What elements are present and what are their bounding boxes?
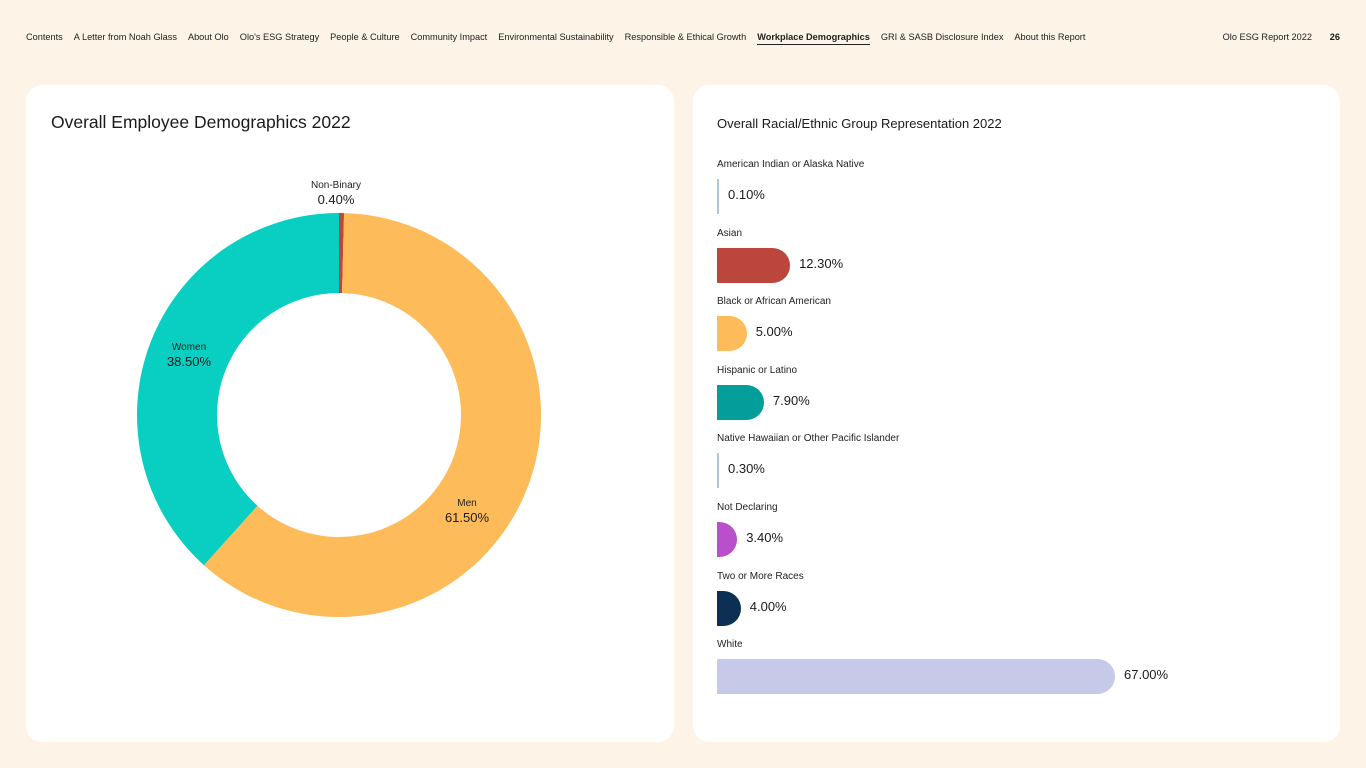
bar: [717, 453, 719, 489]
bar-label: Hispanic or Latino: [717, 364, 798, 376]
nav-item-about-this-report[interactable]: About this Report: [1014, 32, 1086, 42]
donut-label-value: 38.50%: [166, 354, 212, 369]
bar-value-label: 7.90%: [772, 392, 810, 408]
donut-slice-men: [203, 213, 542, 617]
donut-label-name: Men: [457, 498, 477, 509]
bar-row-hispanic-or-latino: Hispanic or Latino 7.90%: [717, 364, 1317, 426]
bar-label: Two or More Races: [717, 570, 804, 582]
donut-label-value: 0.40%: [317, 192, 355, 207]
page-number: 26: [1329, 32, 1340, 42]
bar-label: Native Hawaiian or Other Pacific Islande…: [717, 433, 900, 445]
bar: [717, 522, 738, 557]
donut-slice-women: [137, 213, 339, 566]
nav-item-community-impact[interactable]: Community Impact: [410, 32, 488, 42]
donut-label-non-binary: Non-Binary 0.40%: [311, 179, 361, 208]
bar-label: Asian: [717, 227, 743, 239]
bar-row-black-or-african-american: Black or African American 5.00%: [717, 295, 1317, 357]
bar: [717, 316, 747, 352]
nav-item-contents[interactable]: Contents: [26, 32, 63, 42]
donut-chart-title: Overall Employee Demographics 2022: [51, 112, 351, 132]
nav-item-responsible-ethical-growth[interactable]: Responsible & Ethical Growth: [624, 32, 747, 42]
nav-item-gri-sasb-disclosure-index[interactable]: GRI & SASB Disclosure Index: [880, 32, 1004, 42]
employee-demographics-card: Overall Employee Demographics 2022 Non-B…: [26, 85, 674, 742]
nav-item-workplace-demographics[interactable]: Workplace Demographics: [757, 31, 870, 45]
nav-item-environmental-sustainability[interactable]: Environmental Sustainability: [498, 32, 614, 42]
bar-row-asian: Asian 12.30%: [717, 227, 1317, 289]
donut-label-women: Women 38.50%: [167, 341, 211, 370]
donut-label-value: 61.50%: [444, 510, 490, 525]
bar-value-label: 12.30%: [799, 255, 844, 271]
bar-value-label: 67.00%: [1124, 667, 1169, 683]
racial-ethnic-representation-card: Overall Racial/Ethnic Group Representati…: [693, 85, 1340, 742]
bar-label: White: [717, 639, 743, 651]
bar: [717, 590, 741, 626]
nav-item-olo-s-esg-strategy[interactable]: Olo's ESG Strategy: [239, 32, 320, 42]
bar-row-not-declaring: Not Declaring 3.40%: [717, 501, 1317, 563]
donut-label-men: Men 61.50%: [445, 497, 489, 526]
bar-value-label: 0.10%: [728, 187, 765, 202]
bar-value-label: 4.00%: [749, 598, 787, 614]
nav-item-about-olo[interactable]: About Olo: [187, 32, 229, 42]
bar-value-label: 0.30%: [728, 461, 765, 477]
top-navigation: Contents A Letter from Noah Glass About Ol…: [0, 0, 1366, 74]
bar-row-american-indian-or-alaska-native: American Indian or Alaska Native 0.10%: [717, 158, 1317, 220]
donut-label-name: Women: [171, 342, 207, 353]
bar-label: American Indian or Alaska Native: [717, 159, 865, 170]
nav-item-people-culture[interactable]: People & Culture: [330, 32, 400, 42]
bar-value-label: 5.00%: [755, 324, 793, 340]
bar-row-native-hawaiian-or-other-pacific-islander: Native Hawaiian or Other Pacific Islande…: [717, 432, 1317, 494]
bar: [717, 384, 764, 420]
donut-slice-non-binary: [339, 213, 345, 294]
bar: [717, 247, 791, 283]
bar-value-label: 3.40%: [746, 530, 784, 545]
nav-item-a-letter-from-noah-glass[interactable]: A Letter from Noah Glass: [73, 32, 177, 42]
bar: [717, 179, 719, 214]
donut-chart: [137, 213, 542, 617]
bar-label: Black or African American: [717, 296, 831, 308]
bar: [717, 659, 1115, 695]
bar-chart-title: Overall Racial/Ethnic Group Representati…: [717, 116, 1002, 131]
donut-label-name: Non-Binary: [310, 180, 362, 191]
bar-row-white: White 67.00%: [717, 638, 1317, 700]
nav-menu: Contents A Letter from Noah Glass About Ol…: [26, 31, 1096, 45]
bar-label: Not Declaring: [717, 502, 778, 513]
bar-row-two-or-more-races: Two or More Races 4.00%: [717, 570, 1317, 632]
report-title: Olo ESG Report 2022: [1222, 32, 1312, 42]
